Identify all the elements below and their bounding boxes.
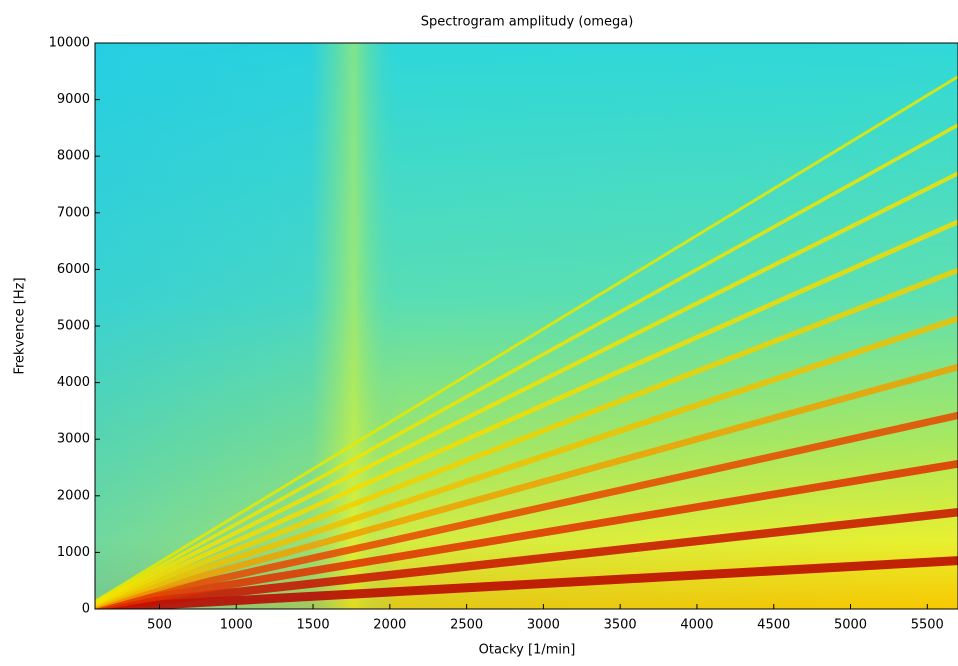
- y-tick-label: 6000: [57, 262, 90, 277]
- harmonic-line: [95, 123, 958, 605]
- harmonic-line: [95, 267, 958, 607]
- y-tick-label: 9000: [57, 92, 90, 107]
- y-axis-label: Frekvence [Hz]: [13, 277, 28, 374]
- y-tick-label: 10000: [49, 36, 90, 51]
- harmonic-line: [95, 363, 958, 609]
- x-tick-label: 500: [147, 618, 172, 633]
- x-tick-label: 2500: [450, 618, 483, 633]
- y-tick-label: 1000: [57, 545, 90, 560]
- harmonic-line: [95, 75, 958, 604]
- harmonic-line: [95, 508, 958, 609]
- x-tick-label: 1500: [297, 618, 330, 633]
- y-tick-label: 7000: [57, 205, 90, 220]
- harmonic-line: [95, 459, 958, 609]
- x-tick-label: 3000: [527, 618, 560, 633]
- harmonic-line: [95, 315, 958, 608]
- y-tick-label: 3000: [57, 432, 90, 447]
- harmonic-line: [95, 171, 958, 605]
- chart-title: Spectrogram amplitudy (omega): [421, 15, 634, 30]
- x-tick-label: 5500: [911, 618, 944, 633]
- x-tick-label: 4500: [757, 618, 790, 633]
- x-tick-label: 5000: [834, 618, 867, 633]
- x-tick-label: 4000: [680, 618, 713, 633]
- y-tick-label: 2000: [57, 488, 90, 503]
- y-tick-label: 4000: [57, 375, 90, 390]
- y-tick-label: 5000: [57, 319, 90, 334]
- y-tick-label: 0: [82, 602, 90, 617]
- y-tick-label: 8000: [57, 149, 90, 164]
- x-tick-label: 3500: [604, 618, 637, 633]
- x-axis-label: Otacky [1/min]: [479, 643, 576, 658]
- harmonic-line: [95, 219, 958, 606]
- harmonic-line: [95, 411, 958, 609]
- harmonic-line: [95, 556, 958, 609]
- x-tick-label: 2000: [373, 618, 406, 633]
- x-tick-label: 1000: [220, 618, 253, 633]
